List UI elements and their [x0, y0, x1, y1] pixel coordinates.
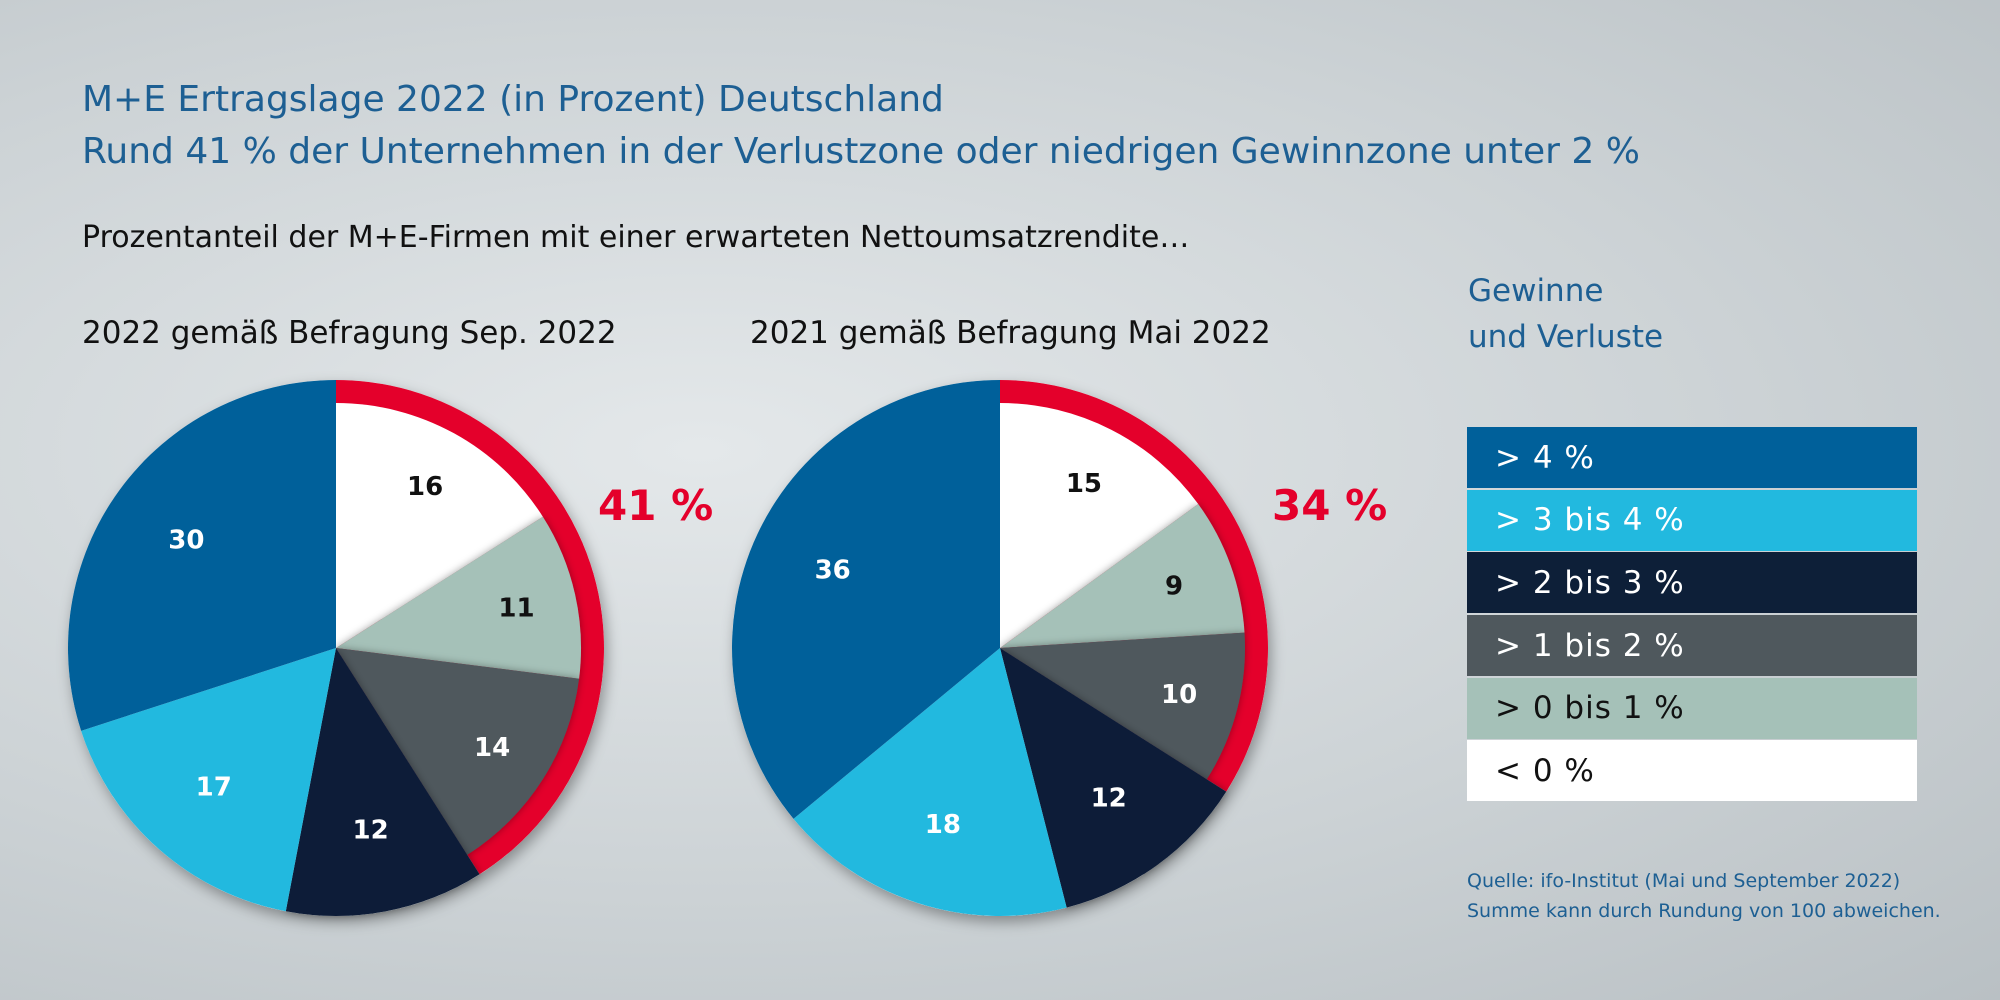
slice-value-label: 18 [925, 810, 961, 840]
chart-subtitle: Prozentanteil der M+E-Firmen mit einer e… [82, 220, 1190, 255]
pie-slice [68, 380, 337, 731]
highlight-percentage-label: 34 % [1272, 481, 1387, 530]
legend-item: > 2 bis 3 % [1467, 552, 1917, 614]
slice-value-label: 12 [1091, 784, 1127, 814]
slice-value-label: 10 [1161, 680, 1197, 710]
highlight-percentage-label: 41 % [598, 481, 713, 530]
pie-slice [1000, 503, 1245, 648]
slice-value-label: 16 [407, 472, 443, 502]
pie-slice [336, 403, 543, 648]
slice-value-label: 15 [1066, 469, 1102, 499]
slice-value-label: 9 [1165, 571, 1183, 601]
source-line-1: Quelle: ifo-Institut (Mai und September … [1467, 870, 1901, 892]
pie-slice [81, 648, 336, 912]
legend-heading-line-1: Gewinne [1468, 273, 1604, 309]
pie-slice [285, 648, 480, 916]
pie-slice [793, 648, 1067, 916]
title-line-2: Rund 41 % der Unternehmen in der Verlust… [82, 131, 1640, 172]
pie-title-2022: 2022 gemäß Befragung Sep. 2022 [82, 315, 617, 351]
pie-title-2021: 2021 gemäß Befragung Mai 2022 [750, 315, 1271, 351]
chart-title: M+E Ertragslage 2022 (in Prozent) Deutsc… [82, 74, 1640, 178]
slice-value-label: 11 [498, 594, 534, 624]
pie-slice [731, 380, 1000, 819]
source-note: Quelle: ifo-Institut (Mai und September … [1467, 866, 1941, 926]
slice-value-label: 30 [168, 525, 204, 555]
legend: > 4 % > 3 bis 4 % > 2 bis 3 % > 1 bis 2 % > … [1467, 427, 1917, 803]
slice-value-label: 14 [474, 733, 510, 763]
legend-item: < 0 % [1467, 740, 1917, 802]
legend-item: > 4 % [1467, 427, 1917, 488]
pie-chart-2021: 15 9 10 12 18 36 34 % [731, 380, 1387, 916]
source-line-2: Summe kann durch Rundung von 100 abweich… [1467, 900, 1941, 922]
legend-item: > 3 bis 4 % [1467, 489, 1917, 551]
pie-slice [1000, 648, 1227, 908]
legend-item: > 0 bis 1 % [1467, 677, 1917, 739]
pie-chart-2022: 16 11 14 12 17 30 41 % [68, 380, 713, 916]
pie-slice [336, 516, 582, 679]
slice-value-label: 12 [353, 816, 389, 846]
slice-value-label: 36 [815, 555, 851, 585]
pie-slice [1000, 632, 1245, 780]
legend-heading-line-2: und Verluste [1468, 319, 1664, 355]
title-line-1: M+E Ertragslage 2022 (in Prozent) Deutsc… [82, 79, 944, 120]
legend-heading: Gewinne und Verluste [1468, 268, 1663, 360]
legend-item: > 1 bis 2 % [1467, 615, 1917, 677]
pie-slice [336, 648, 580, 855]
slice-value-label: 17 [196, 773, 232, 803]
pie-slice [1000, 403, 1199, 648]
